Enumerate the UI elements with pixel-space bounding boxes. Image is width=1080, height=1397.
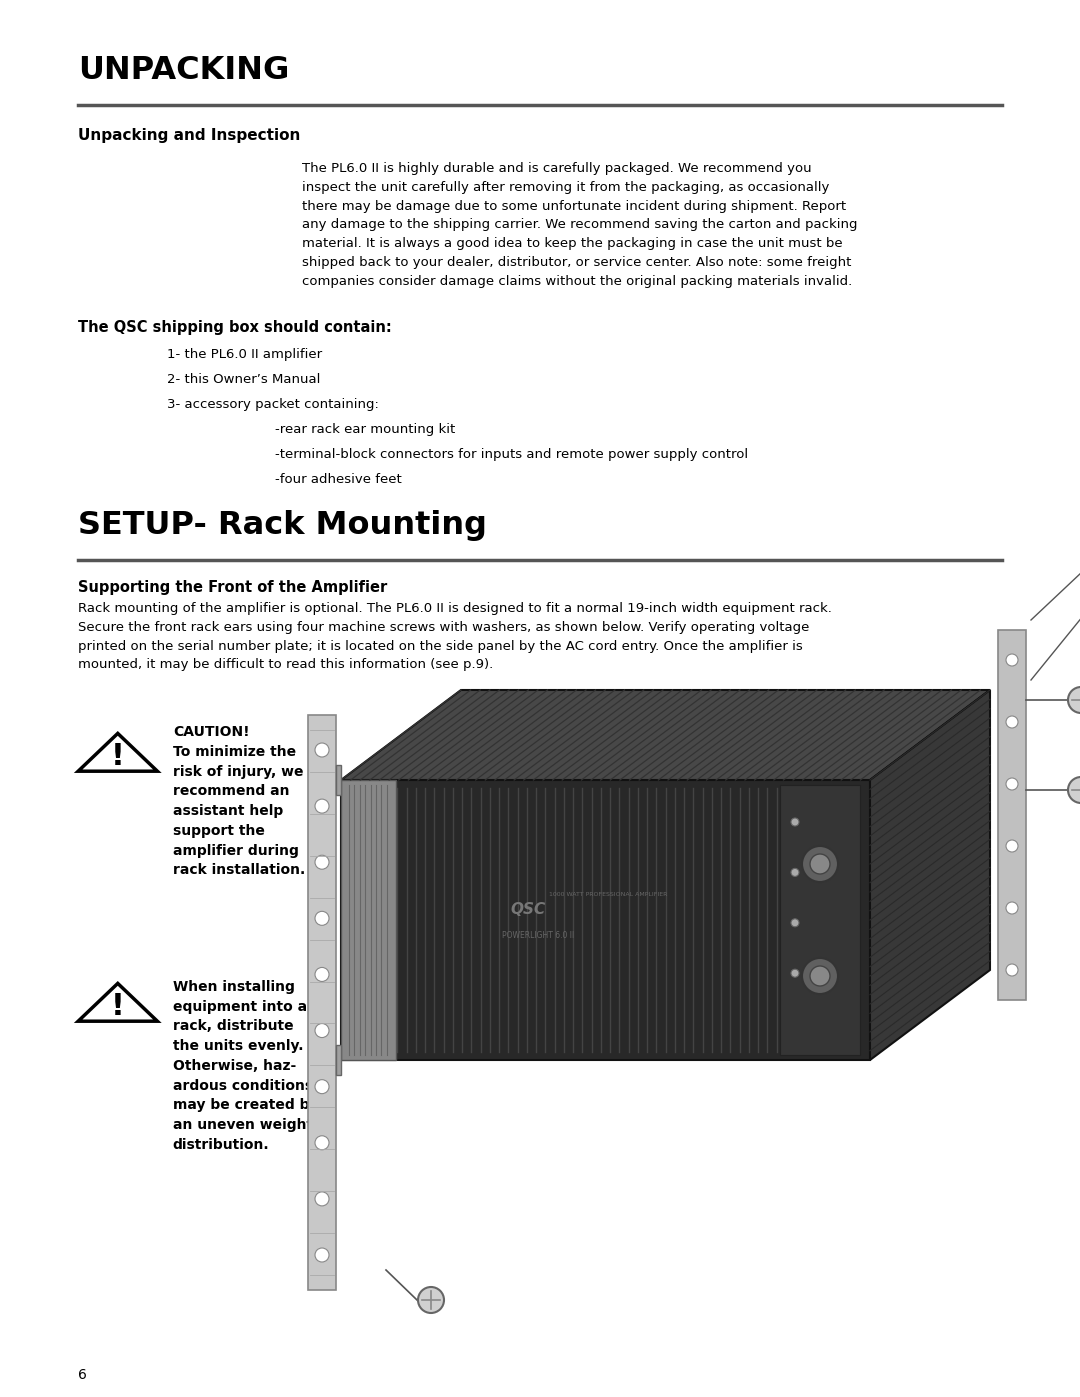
- Circle shape: [315, 911, 329, 925]
- Circle shape: [315, 1192, 329, 1206]
- Polygon shape: [308, 715, 336, 1289]
- Circle shape: [315, 1024, 329, 1038]
- Circle shape: [315, 855, 329, 869]
- Circle shape: [1005, 717, 1018, 728]
- Circle shape: [315, 743, 329, 757]
- Circle shape: [1005, 778, 1018, 789]
- Circle shape: [315, 1080, 329, 1094]
- Text: UNPACKING: UNPACKING: [78, 54, 289, 87]
- Polygon shape: [341, 780, 870, 1060]
- Circle shape: [315, 968, 329, 982]
- Text: 3- accessory packet containing:: 3- accessory packet containing:: [167, 398, 379, 411]
- Polygon shape: [341, 690, 990, 780]
- Text: -four adhesive feet: -four adhesive feet: [275, 474, 402, 486]
- Text: 6: 6: [78, 1368, 86, 1382]
- Text: POWERLIGHT 6.0 II: POWERLIGHT 6.0 II: [502, 930, 575, 940]
- Text: When installing
equipment into a
rack, distribute
the units evenly.
Otherwise, h: When installing equipment into a rack, d…: [173, 981, 319, 1151]
- Text: 1000 WATT PROFESSIONAL AMPLIFIER: 1000 WATT PROFESSIONAL AMPLIFIER: [549, 893, 667, 897]
- Text: Rack mounting of the amplifier is optional. The PL6.0 II is designed to fit a no: Rack mounting of the amplifier is option…: [78, 602, 832, 672]
- Polygon shape: [336, 1045, 341, 1076]
- Circle shape: [810, 965, 831, 986]
- Polygon shape: [341, 780, 396, 1060]
- Text: !: !: [111, 742, 124, 771]
- Text: To minimize the
risk of injury, we
recommend an
assistant help
support the
ampli: To minimize the risk of injury, we recom…: [173, 745, 305, 877]
- Circle shape: [791, 869, 799, 876]
- Polygon shape: [998, 630, 1026, 1000]
- Circle shape: [315, 799, 329, 813]
- Circle shape: [1068, 687, 1080, 712]
- Text: Supporting the Front of the Amplifier: Supporting the Front of the Amplifier: [78, 580, 387, 595]
- Text: !: !: [111, 992, 124, 1021]
- Circle shape: [1005, 654, 1018, 666]
- Polygon shape: [78, 983, 158, 1021]
- Text: 1- the PL6.0 II amplifier: 1- the PL6.0 II amplifier: [167, 348, 323, 360]
- Circle shape: [810, 854, 831, 875]
- Circle shape: [802, 847, 838, 882]
- Circle shape: [418, 1287, 444, 1313]
- Circle shape: [802, 958, 838, 995]
- Text: The PL6.0 II is highly durable and is carefully packaged. We recommend you
inspe: The PL6.0 II is highly durable and is ca…: [302, 162, 858, 288]
- Circle shape: [315, 1136, 329, 1150]
- Text: Unpacking and Inspection: Unpacking and Inspection: [78, 129, 300, 142]
- Text: QSC: QSC: [511, 902, 545, 918]
- Circle shape: [1068, 777, 1080, 803]
- Polygon shape: [780, 785, 860, 1055]
- Polygon shape: [870, 690, 990, 1060]
- Text: CAUTION!: CAUTION!: [173, 725, 249, 739]
- Text: 2- this Owner’s Manual: 2- this Owner’s Manual: [167, 373, 321, 386]
- Circle shape: [1005, 840, 1018, 852]
- Text: -terminal-block connectors for inputs and remote power supply control: -terminal-block connectors for inputs an…: [275, 448, 748, 461]
- Text: The QSC shipping box should contain:: The QSC shipping box should contain:: [78, 320, 392, 335]
- Polygon shape: [78, 733, 158, 771]
- Circle shape: [791, 970, 799, 977]
- Circle shape: [1005, 964, 1018, 977]
- Text: -rear rack ear mounting kit: -rear rack ear mounting kit: [275, 423, 456, 436]
- Polygon shape: [336, 766, 341, 795]
- Circle shape: [1005, 902, 1018, 914]
- Text: SETUP- Rack Mounting: SETUP- Rack Mounting: [78, 510, 487, 541]
- Circle shape: [791, 919, 799, 926]
- Circle shape: [315, 1248, 329, 1261]
- Circle shape: [791, 819, 799, 826]
